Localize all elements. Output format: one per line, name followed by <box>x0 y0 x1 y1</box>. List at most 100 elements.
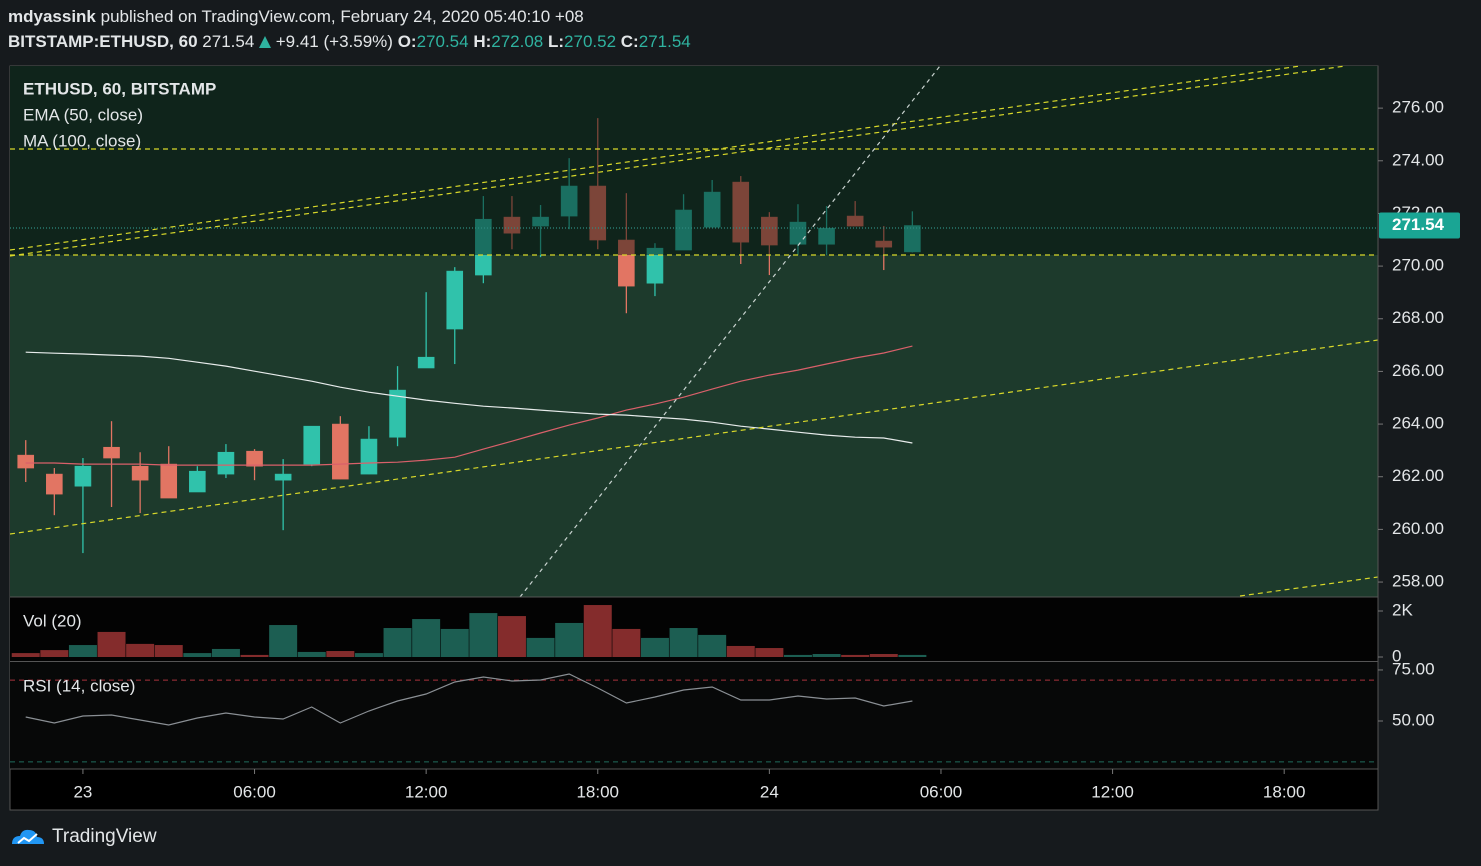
volume-bar <box>440 628 469 657</box>
y-tick-label: 75.00 <box>1392 659 1435 678</box>
x-tick-label: 24 <box>760 782 779 801</box>
h: 272.08 <box>491 32 544 51</box>
range-zone <box>10 66 1378 255</box>
price-label-box <box>1379 212 1460 239</box>
volume-bar <box>297 651 326 657</box>
volume-bar <box>812 654 841 657</box>
trend-line <box>9 65 1301 251</box>
volume-bar <box>783 654 812 657</box>
volume-bar <box>497 616 526 657</box>
x-tick-label: 18:00 <box>1263 782 1306 801</box>
volume-bar <box>469 613 498 657</box>
candle-body <box>217 451 235 475</box>
y-tick-label: 260.00 <box>1392 519 1444 538</box>
indicator-line <box>25 345 913 466</box>
o-label: O: <box>397 32 417 51</box>
candle-body <box>875 240 893 248</box>
volume-bar <box>211 648 240 657</box>
candle-body <box>446 270 464 330</box>
candle-body <box>303 425 321 465</box>
volume-title: Vol (20) <box>23 611 82 630</box>
volume-bar <box>412 619 441 657</box>
volume-bar <box>698 634 727 657</box>
y-tick-label: 276.00 <box>1392 98 1444 117</box>
up-arrow <box>259 36 272 48</box>
candle-body <box>74 465 92 487</box>
volume-bar <box>354 653 383 657</box>
y-tick-label: 268.00 <box>1392 308 1444 327</box>
published: published on TradingView.com, February 2… <box>100 7 584 26</box>
x-tick-label: 06:00 <box>233 782 276 801</box>
volume-bar <box>40 650 69 657</box>
volume-bar <box>183 653 212 657</box>
volume-bar <box>154 645 183 657</box>
candle-body <box>703 191 721 228</box>
candle-body <box>761 216 778 246</box>
volume-bar <box>841 654 870 657</box>
main-pane <box>10 66 1378 597</box>
candle-body <box>618 239 635 287</box>
candle-body <box>274 473 292 481</box>
l: 270.52 <box>564 32 617 51</box>
diagonal-line <box>519 65 941 598</box>
change: +9.41 (+3.59%) <box>275 32 393 51</box>
volume-bar <box>126 643 155 657</box>
volume-bar <box>612 628 641 657</box>
last: 271.54 <box>202 32 255 51</box>
chart-title: ETHUSD, 60, BITSTAMP <box>23 79 216 98</box>
publisher: mdyassink <box>8 7 96 26</box>
price-label: 271.54 <box>1392 215 1445 234</box>
y-tick-label: 264.00 <box>1392 414 1444 433</box>
candle-body <box>675 209 692 251</box>
volume-bar <box>526 637 555 657</box>
candle-body <box>904 225 921 253</box>
candle-body <box>846 215 864 227</box>
candle-body <box>503 216 521 234</box>
volume-bar <box>669 628 698 657</box>
y-tick-label: 2K <box>1392 600 1413 619</box>
x-tick-label: 12:00 <box>1091 782 1134 801</box>
c-label: C: <box>620 32 639 51</box>
volume-bar <box>869 654 898 657</box>
y-tick-label: 0 <box>1392 646 1401 665</box>
legend-entry: EMA (50, close) <box>23 105 143 124</box>
volume-bar <box>326 651 355 657</box>
candle-body <box>417 356 435 369</box>
h-label: H: <box>473 32 492 51</box>
volume-bar <box>269 625 298 657</box>
candle-body <box>389 389 406 438</box>
candle-body <box>589 185 607 241</box>
brand: TradingView <box>52 826 157 847</box>
legend-entry: MA (100, close) <box>23 131 141 150</box>
volume-bar <box>68 645 97 657</box>
candle-body <box>103 446 120 459</box>
volume-bar <box>97 631 126 657</box>
candle-body <box>646 247 664 284</box>
candle-body <box>246 450 263 467</box>
l-label: L: <box>548 32 565 51</box>
volume-bar <box>755 648 784 657</box>
publish-line: mdyassink published on TradingView.com, … <box>8 7 584 27</box>
o: 270.54 <box>416 32 469 51</box>
symbol: BITSTAMP:ETHUSD, 60 <box>8 32 198 51</box>
drawings <box>9 65 1379 598</box>
footer: TradingView <box>10 826 157 848</box>
x-tick-label: 12:00 <box>405 782 448 801</box>
x-tick-label: 06:00 <box>920 782 963 801</box>
volume-bar <box>240 654 269 657</box>
volume-bar <box>726 645 755 657</box>
y-tick-label: 258.00 <box>1392 572 1444 591</box>
y-tick-label: 50.00 <box>1392 710 1435 729</box>
y-tick-label: 266.00 <box>1392 361 1444 380</box>
volume-bar <box>555 622 584 657</box>
candle-body <box>17 454 35 469</box>
rsi-line <box>25 673 913 726</box>
indicator-line <box>25 351 913 444</box>
volume-bar <box>640 637 669 657</box>
candle-body <box>332 423 349 480</box>
candle-body <box>475 218 492 276</box>
rsi-pane <box>10 662 1378 769</box>
x-tick-label: 18:00 <box>576 782 619 801</box>
